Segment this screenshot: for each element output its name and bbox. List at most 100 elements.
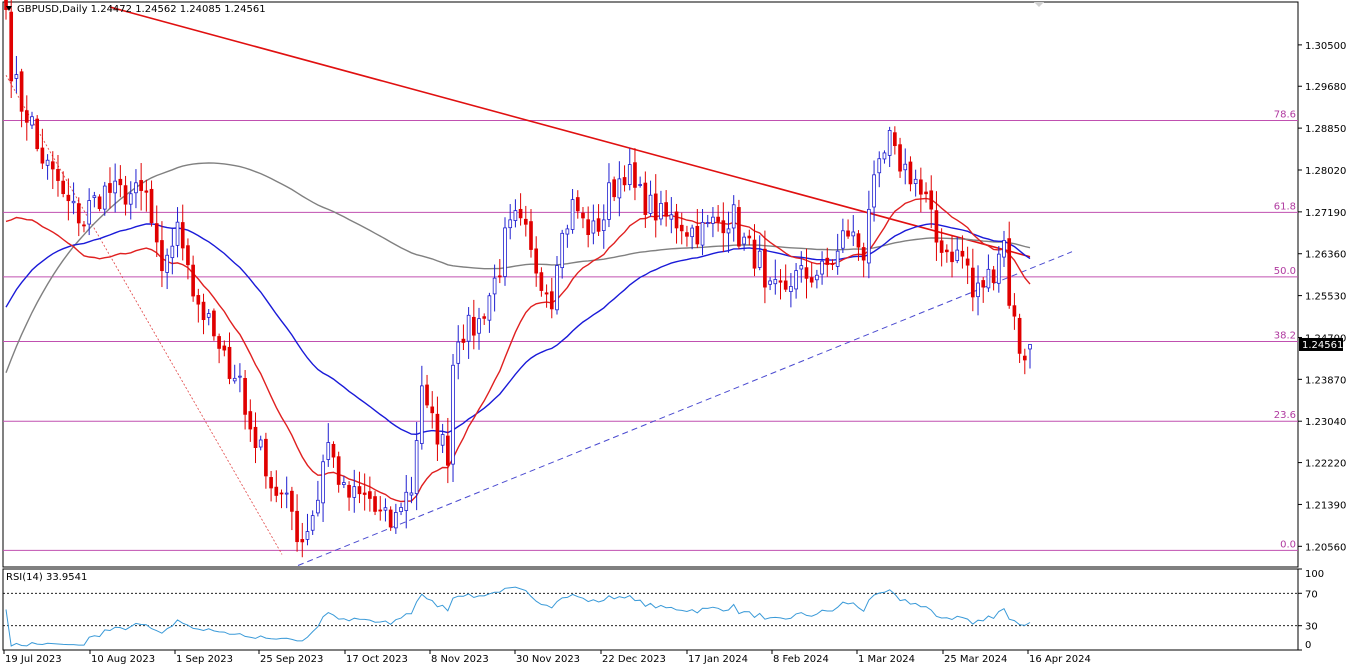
candle[interactable] xyxy=(165,248,169,290)
candle[interactable] xyxy=(45,154,50,180)
candle[interactable] xyxy=(201,293,206,335)
candle[interactable] xyxy=(191,255,195,302)
candle[interactable] xyxy=(976,265,980,316)
candle[interactable] xyxy=(404,475,409,529)
candle[interactable] xyxy=(440,423,445,454)
candle[interactable] xyxy=(929,175,934,229)
candle[interactable] xyxy=(919,167,923,213)
candle[interactable] xyxy=(513,199,518,228)
candle[interactable] xyxy=(420,365,424,450)
candle[interactable] xyxy=(409,476,414,504)
candle[interactable] xyxy=(305,513,310,546)
candle[interactable] xyxy=(809,262,814,288)
candle[interactable] xyxy=(425,374,429,409)
price-axis[interactable]: 1.30500 1.29680 1.28850 1.28020 1.27190 1.263… xyxy=(1298,41,1346,553)
candle[interactable] xyxy=(508,204,513,240)
date-axis[interactable]: 19 Jul 2023 10 Aug 2023 1 Sep 2023 25 Sep 2… xyxy=(3,650,1091,665)
candle[interactable] xyxy=(1007,221,1012,309)
candle[interactable] xyxy=(128,181,133,220)
candle[interactable] xyxy=(768,277,772,291)
candle[interactable] xyxy=(87,188,91,236)
candle[interactable] xyxy=(648,180,653,217)
candle[interactable] xyxy=(586,206,591,248)
candle[interactable] xyxy=(357,471,362,504)
candle[interactable] xyxy=(212,308,216,341)
candle[interactable] xyxy=(518,193,523,226)
candle[interactable] xyxy=(851,215,856,247)
candle[interactable] xyxy=(456,325,461,380)
candle[interactable] xyxy=(50,151,55,190)
candle[interactable] xyxy=(737,199,741,250)
candle[interactable] xyxy=(612,176,616,202)
candle[interactable] xyxy=(222,340,227,357)
candle[interactable] xyxy=(35,115,40,152)
candle[interactable] xyxy=(596,204,601,236)
candle[interactable] xyxy=(435,396,440,461)
candle[interactable] xyxy=(30,111,34,130)
candle[interactable] xyxy=(238,363,242,393)
candle[interactable] xyxy=(362,473,367,511)
candle[interactable] xyxy=(861,242,866,278)
candle[interactable] xyxy=(248,399,253,442)
candle[interactable] xyxy=(383,498,388,522)
candle[interactable] xyxy=(742,232,746,251)
candle[interactable] xyxy=(243,370,247,430)
candle[interactable] xyxy=(721,202,726,252)
candle[interactable] xyxy=(394,503,398,534)
candle[interactable] xyxy=(591,204,596,245)
candle[interactable] xyxy=(1022,348,1027,375)
candle[interactable] xyxy=(934,191,939,261)
candle[interactable] xyxy=(279,489,284,509)
candle[interactable] xyxy=(846,219,850,239)
candle[interactable] xyxy=(955,236,960,264)
candle[interactable] xyxy=(830,259,835,271)
candle[interactable] xyxy=(180,204,185,261)
candle[interactable] xyxy=(549,277,554,319)
candle[interactable] xyxy=(523,205,528,237)
candle[interactable] xyxy=(534,236,539,287)
candle[interactable] xyxy=(336,451,341,493)
candle[interactable] xyxy=(290,486,294,531)
candle[interactable] xyxy=(269,470,273,502)
candle[interactable] xyxy=(757,235,762,271)
candle[interactable] xyxy=(14,55,19,93)
candle[interactable] xyxy=(867,190,871,279)
candle[interactable] xyxy=(913,169,918,197)
descending-trendline[interactable] xyxy=(109,6,1031,258)
candle[interactable] xyxy=(102,181,107,216)
candle[interactable] xyxy=(378,496,383,521)
candle[interactable] xyxy=(149,180,154,227)
candle[interactable] xyxy=(731,195,736,242)
candle[interactable] xyxy=(310,510,315,535)
candle[interactable] xyxy=(986,254,991,292)
candle[interactable] xyxy=(232,364,237,384)
candle[interactable] xyxy=(638,176,642,188)
candle[interactable] xyxy=(679,212,684,245)
candle[interactable] xyxy=(1012,293,1017,330)
candle[interactable] xyxy=(700,209,705,256)
candle[interactable] xyxy=(841,218,845,254)
candle[interactable] xyxy=(295,494,299,552)
candle[interactable] xyxy=(113,163,117,213)
candle[interactable] xyxy=(19,68,24,128)
candle[interactable] xyxy=(945,244,949,263)
candle[interactable] xyxy=(877,151,882,188)
candle[interactable] xyxy=(763,230,767,304)
candle[interactable] xyxy=(388,506,393,531)
candle[interactable] xyxy=(482,313,487,325)
candle[interactable] xyxy=(445,417,450,484)
candlesticks[interactable] xyxy=(4,0,1032,558)
candle[interactable] xyxy=(804,248,809,299)
candle[interactable] xyxy=(326,423,331,467)
candle[interactable] xyxy=(560,229,565,279)
candle[interactable] xyxy=(466,307,471,359)
candle[interactable] xyxy=(570,189,575,234)
candle[interactable] xyxy=(773,259,778,295)
candle[interactable] xyxy=(352,469,357,513)
candle[interactable] xyxy=(711,207,715,238)
candle[interactable] xyxy=(778,269,783,300)
candle[interactable] xyxy=(872,160,876,222)
candle[interactable] xyxy=(76,197,81,237)
candle[interactable] xyxy=(643,171,648,228)
candle[interactable] xyxy=(716,205,720,232)
